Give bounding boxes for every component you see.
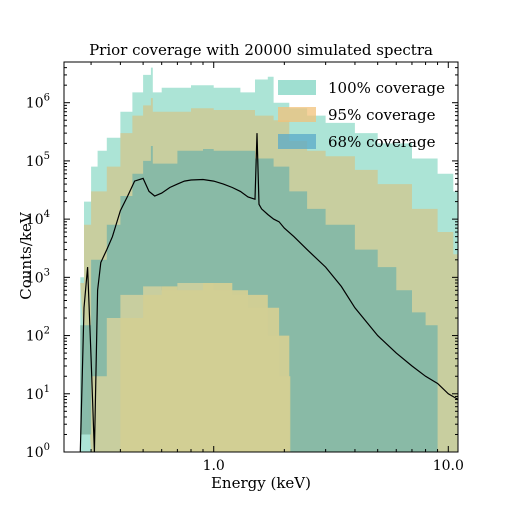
y-tick-label-5: 105 (26, 151, 50, 170)
x-tick-label-1: 10.0 (433, 458, 464, 474)
legend-swatch-1 (278, 107, 316, 122)
y-tick-label-3: 103 (26, 267, 50, 286)
legend: 100% coverage 95% coverage 68% coverage (278, 79, 445, 151)
legend-label-0: 100% coverage (328, 79, 445, 97)
y-tick-label-2: 102 (26, 326, 50, 345)
plot-content (79, 67, 458, 452)
plot-area: 1.0 10.0 100 101 102 103 104 105 106 (26, 61, 464, 474)
y-tick-label-6: 106 (26, 93, 50, 112)
y-tick-label-0: 100 (26, 442, 50, 461)
observed-spectrum-line (79, 133, 458, 452)
legend-label-2: 68% coverage (328, 133, 436, 151)
y-tick-label-1: 101 (26, 384, 50, 403)
y-tick-label-4: 104 (26, 209, 50, 228)
legend-swatch-0 (278, 80, 316, 95)
plot-frame (63, 61, 459, 453)
x-tick-label-0: 1.0 (203, 458, 225, 474)
coverage-band-2 (80, 146, 458, 452)
legend-swatch-2 (278, 134, 316, 149)
y-axis-label: Counts/keV (17, 211, 35, 300)
coverage-band-3 (120, 283, 291, 452)
legend-label-1: 95% coverage (328, 106, 436, 124)
chart-title: Prior coverage with 20000 simulated spec… (89, 41, 433, 59)
x-axis-label: Energy (keV) (211, 474, 311, 492)
